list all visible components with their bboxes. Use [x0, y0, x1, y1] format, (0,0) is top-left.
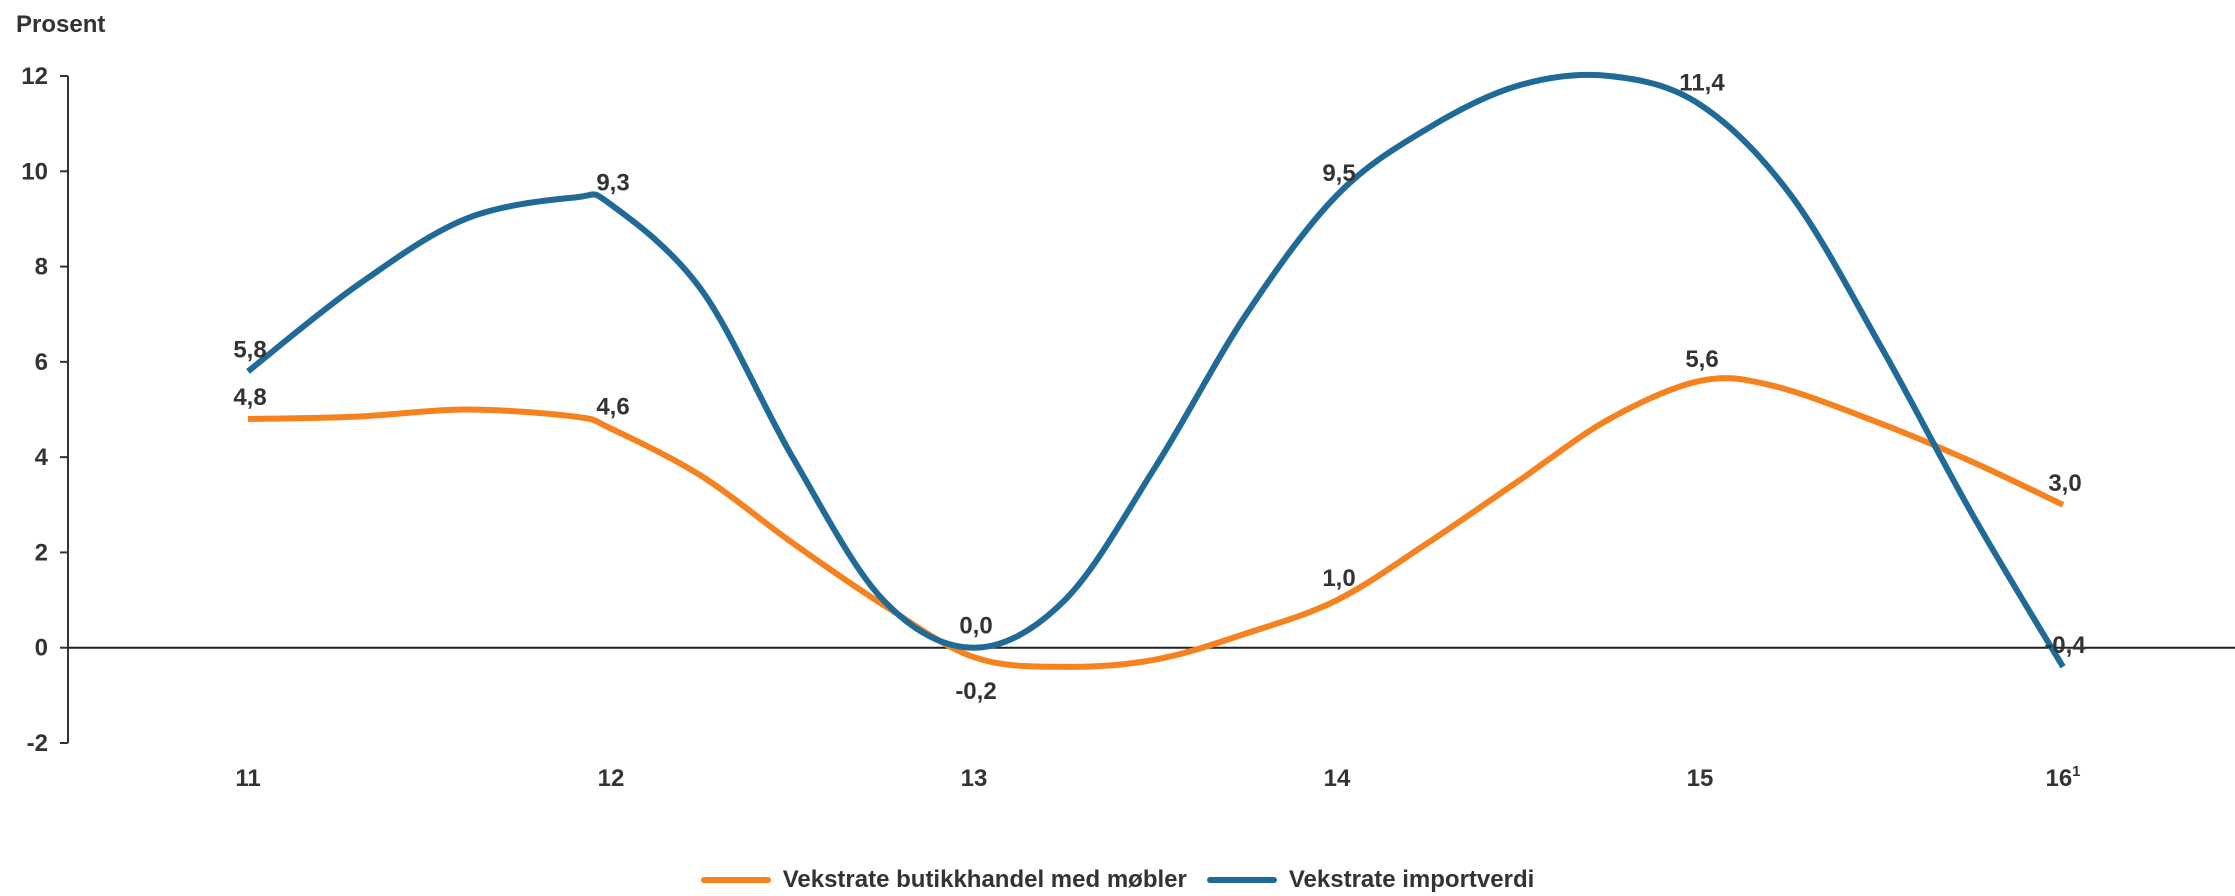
- x-tick-label: 13: [961, 765, 988, 792]
- series-line-furniture: [247, 375, 2065, 670]
- y-axis: -2 0 2 4 6 8 10 12: [21, 63, 2235, 757]
- data-label: 4,8: [233, 384, 266, 411]
- data-label: -0,2: [955, 678, 996, 705]
- series-lines: [246, 71, 2066, 670]
- y-tick-label: 4: [35, 444, 49, 471]
- y-tick-label: 12: [21, 63, 48, 90]
- y-tick-label: 2: [35, 539, 48, 566]
- legend: Vekstrate butikkhandel med møbler Vekstr…: [0, 866, 2235, 894]
- x-tick-label: 12: [598, 765, 625, 792]
- y-tick-label: 0: [35, 635, 48, 662]
- y-tick-label: 6: [35, 349, 48, 376]
- legend-label-furniture: Vekstrate butikkhandel med møbler: [782, 866, 1187, 893]
- legend-swatch-furniture: [700, 877, 771, 883]
- data-label: 11,4: [1679, 70, 1725, 97]
- y-tick-label: 10: [21, 158, 48, 185]
- data-label: 9,5: [1322, 160, 1355, 187]
- data-label: 5,6: [1685, 346, 1718, 373]
- x-tick-label: 11: [235, 765, 260, 792]
- x-tick-label: 161: [2045, 763, 2080, 792]
- data-label: 5,8: [233, 336, 266, 363]
- y-tick-label: -2: [27, 730, 48, 757]
- x-axis: 11 12 13 14 15 161: [235, 763, 2080, 792]
- data-label: 1,0: [1322, 565, 1355, 592]
- legend-label-import: Vekstrate importverdi: [1288, 866, 1535, 893]
- series-line-import: [246, 71, 2066, 669]
- data-label: 4,6: [596, 394, 629, 421]
- legend-item-import: Vekstrate importverdi: [1206, 866, 1535, 894]
- data-label: 3,0: [2048, 470, 2081, 497]
- data-label: -0,4: [2044, 632, 2086, 659]
- x-tick-footnote-marker: 1: [2072, 763, 2080, 780]
- x-tick-label: 15: [1687, 765, 1714, 792]
- y-axis-label: Prosent: [16, 11, 105, 38]
- legend-item-furniture: Vekstrate butikkhandel med møbler: [700, 866, 1187, 894]
- data-label: 0,0: [959, 613, 992, 640]
- data-labels: 4,8 4,6 -0,2 1,0 5,6 3,0 5,8 9,3 0,0 9,5 11,4 -0,4: [233, 70, 2086, 706]
- y-tick-label: 8: [35, 254, 48, 281]
- data-label: 9,3: [596, 170, 629, 197]
- x-tick-label: 14: [1324, 765, 1351, 792]
- legend-swatch-import: [1206, 877, 1277, 883]
